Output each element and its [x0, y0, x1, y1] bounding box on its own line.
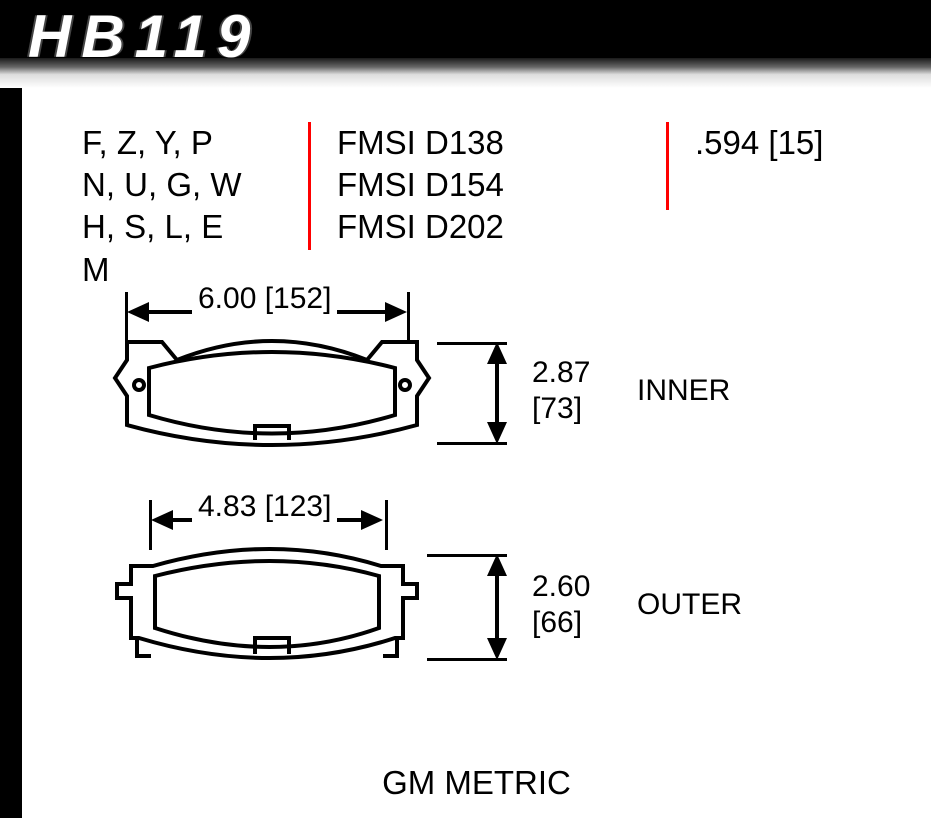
header-banner: HB119 — [0, 0, 931, 92]
part-number: HB119 — [28, 2, 260, 71]
left-frame-bar — [0, 88, 22, 818]
fmsi-column: FMSI D138 FMSI D154 FMSI D202 — [337, 122, 563, 291]
footer-caption: GM METRIC — [22, 764, 931, 802]
compounds-line: F, Z, Y, P — [82, 122, 282, 164]
inner-width-dim-text: 6.00 [152] — [192, 282, 337, 316]
content-area: F, Z, Y, P N, U, G, W H, S, L, E M FMSI … — [22, 92, 931, 818]
outer-pad-svg — [107, 538, 437, 678]
thickness-value: .594 [15] — [695, 122, 885, 164]
inner-height-in: 2.87 — [532, 356, 590, 390]
fmsi-line: FMSI D154 — [337, 164, 537, 206]
inner-label: INNER — [637, 374, 730, 408]
outer-height-in: 2.60 — [532, 570, 590, 604]
compounds-column: F, Z, Y, P N, U, G, W H, S, L, E M — [82, 122, 308, 291]
inner-height-dim-arrow — [487, 342, 507, 444]
inner-height-mm: [73] — [532, 392, 582, 426]
red-divider — [308, 122, 311, 250]
compounds-line: H, S, L, E — [82, 206, 282, 248]
fmsi-line: FMSI D202 — [337, 206, 537, 248]
outer-width-dim-text: 4.83 [123] — [192, 490, 337, 524]
red-divider — [666, 122, 669, 210]
inner-pad-svg — [107, 330, 437, 460]
outer-height-dim-arrow — [487, 554, 507, 660]
thickness-column: .594 [15] — [695, 122, 911, 291]
fmsi-line: FMSI D138 — [337, 122, 537, 164]
compounds-line: N, U, G, W — [82, 164, 282, 206]
outer-label: OUTER — [637, 588, 742, 622]
outer-height-mm: [66] — [532, 606, 582, 640]
spec-row: F, Z, Y, P N, U, G, W H, S, L, E M FMSI … — [82, 122, 911, 291]
